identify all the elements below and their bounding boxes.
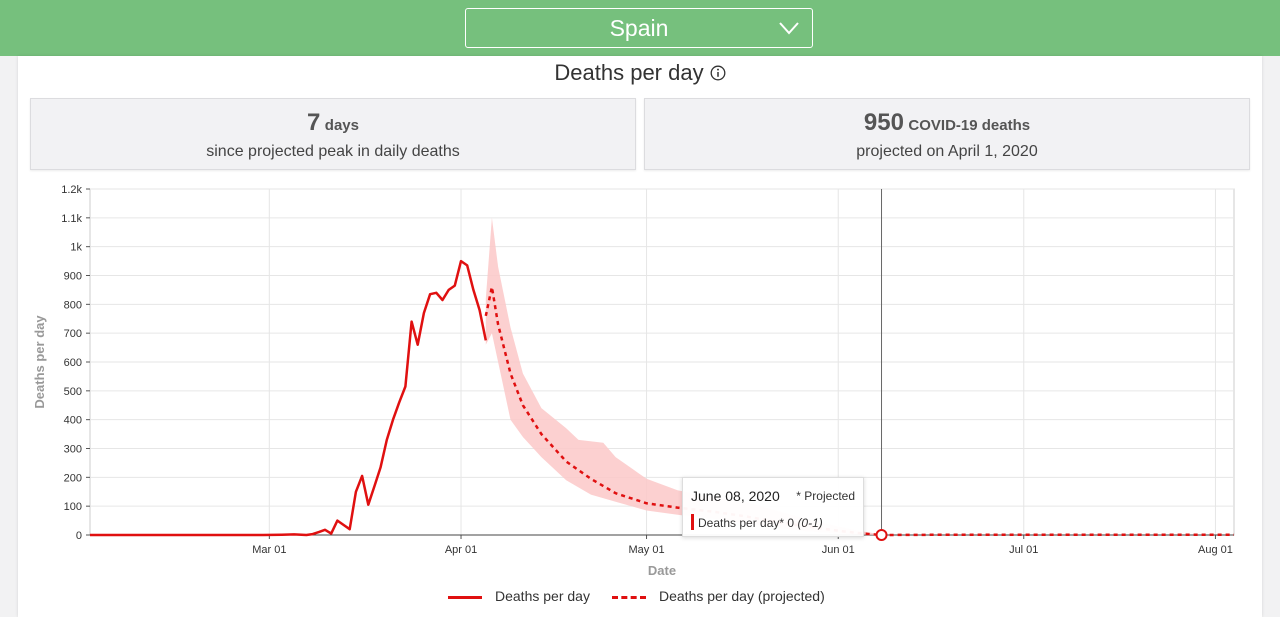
- tooltip-date: June 08, 2020: [691, 488, 780, 504]
- chart-tooltip: June 08, 2020 * Projected Deaths per day…: [682, 477, 864, 537]
- tooltip-series-name: Deaths per day*: [698, 516, 785, 530]
- x-tick-label: Aug 01: [1198, 544, 1233, 556]
- legend-label-actual: Deaths per day: [495, 588, 590, 604]
- y-tick-label: 0: [76, 530, 82, 542]
- stat-days-subtitle: since projected peak in daily deaths: [206, 143, 460, 160]
- y-tick-label: 1.1k: [61, 213, 82, 225]
- tooltip-projected-note: * Projected: [796, 489, 855, 503]
- tooltip-series-swatch: [691, 514, 694, 530]
- y-tick-label: 1.2k: [61, 184, 82, 196]
- series-line-actual: [90, 259, 488, 537]
- chevron-down-icon: [779, 22, 799, 35]
- y-tick-label: 100: [64, 501, 82, 513]
- y-tick-label: 700: [64, 328, 82, 340]
- stat-deaths-value: 950: [863, 109, 904, 136]
- uncertainty-band: [485, 217, 882, 536]
- y-tick-label: 800: [64, 299, 82, 311]
- y-tick-label: 900: [64, 271, 82, 283]
- y-tick-label: 300: [64, 444, 82, 456]
- chart-legend: Deaths per day Deaths per day (projected…: [0, 588, 1280, 608]
- y-tick-label: 1k: [70, 242, 82, 254]
- stat-peak-deaths: 950 COVID-19 deaths projected on April 1…: [644, 98, 1250, 170]
- stat-days-value: 7: [306, 109, 321, 136]
- y-tick-label: 600: [64, 357, 82, 369]
- stat-days-since-peak: 7 days since projected peak in daily dea…: [30, 98, 636, 170]
- top-bar: Spain: [0, 0, 1280, 56]
- stat-deaths-unit: COVID-19 deaths: [908, 117, 1031, 134]
- tooltip-row: Deaths per day* 0 (0-1): [698, 516, 823, 530]
- legend-label-projected: Deaths per day (projected): [659, 588, 825, 604]
- legend-swatch-solid: [448, 596, 482, 599]
- x-tick-label: Jun 01: [822, 544, 855, 556]
- page-title-text: Deaths per day: [554, 60, 704, 85]
- x-tick-label: Mar 01: [252, 544, 286, 556]
- y-axis-label: Deaths per day: [32, 315, 47, 409]
- stat-deaths-subtitle: projected on April 1, 2020: [856, 143, 1038, 160]
- page-title: Deaths per day: [0, 60, 1280, 86]
- tooltip-value: 0: [787, 516, 795, 530]
- info-icon[interactable]: [710, 65, 726, 81]
- series-line-projected: [484, 285, 1234, 537]
- y-tick-label: 200: [64, 472, 82, 484]
- country-select-label: Spain: [609, 15, 669, 41]
- y-tick-label: 400: [64, 415, 82, 427]
- y-tick-label: 500: [64, 386, 82, 398]
- legend-swatch-dashed: [612, 596, 646, 599]
- x-tick-label: Jul 01: [1009, 544, 1038, 556]
- x-tick-label: Apr 01: [445, 544, 477, 556]
- tooltip-range: (0-1): [797, 516, 823, 530]
- x-axis-label: Date: [648, 563, 676, 578]
- x-tick-label: May 01: [629, 544, 665, 556]
- stat-days-unit: days: [324, 117, 359, 134]
- hover-marker: [875, 529, 888, 541]
- country-select[interactable]: Spain: [465, 8, 813, 48]
